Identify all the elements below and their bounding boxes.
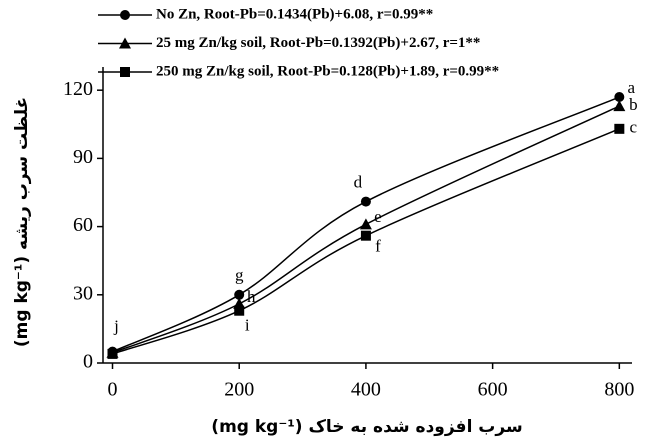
- y-tick-label: 60: [73, 214, 93, 236]
- point-label: f: [375, 237, 381, 256]
- series-line: [112, 105, 620, 354]
- legend-label: 250 mg Zn/kg soil, Root-Pb=0.128(Pb)+1.8…: [156, 63, 499, 79]
- legend-label: 25 mg Zn/kg soil, Root-Pb=0.1392(Pb)+2.6…: [156, 35, 480, 51]
- legend-marker: [120, 67, 130, 77]
- data-point: [234, 305, 245, 316]
- data-point: [234, 289, 245, 300]
- x-tick-label: 600: [478, 379, 508, 401]
- data-point: [360, 196, 371, 207]
- series-line: [112, 128, 620, 355]
- y-tick-label: 120: [63, 78, 93, 100]
- data-point: [613, 100, 626, 112]
- point-label: h: [247, 287, 256, 306]
- legend-marker: [119, 37, 131, 49]
- point-label: e: [374, 207, 382, 226]
- legend-marker: [120, 10, 130, 20]
- y-tick-label: 0: [83, 351, 93, 373]
- point-label: j: [113, 317, 119, 336]
- x-axis-label: سرب افزوده شده به خاک (mg kg⁻¹): [211, 417, 522, 437]
- x-tick-label: 200: [224, 379, 254, 401]
- point-label: b: [629, 95, 638, 114]
- y-axis-label: غلظت سرب ریشه (mg kg⁻¹): [12, 97, 32, 347]
- data-point: [614, 92, 625, 103]
- x-tick-label: 0: [108, 379, 118, 401]
- y-tick-label: 90: [73, 146, 93, 168]
- x-tick-label: 800: [604, 379, 634, 401]
- series-line: [112, 96, 620, 353]
- y-tick-label: 30: [73, 282, 93, 304]
- point-label: d: [354, 172, 363, 191]
- x-tick-label: 400: [351, 379, 381, 401]
- point-label: i: [245, 316, 250, 335]
- data-point: [614, 123, 625, 134]
- data-point: [107, 348, 118, 359]
- point-label: c: [630, 118, 638, 137]
- point-label: g: [235, 266, 244, 285]
- legend-label: No Zn, Root-Pb=0.1434(Pb)+6.08, r=0.99**: [156, 6, 433, 22]
- point-label: a: [628, 78, 636, 97]
- data-point: [360, 230, 371, 241]
- data-point: [359, 218, 372, 230]
